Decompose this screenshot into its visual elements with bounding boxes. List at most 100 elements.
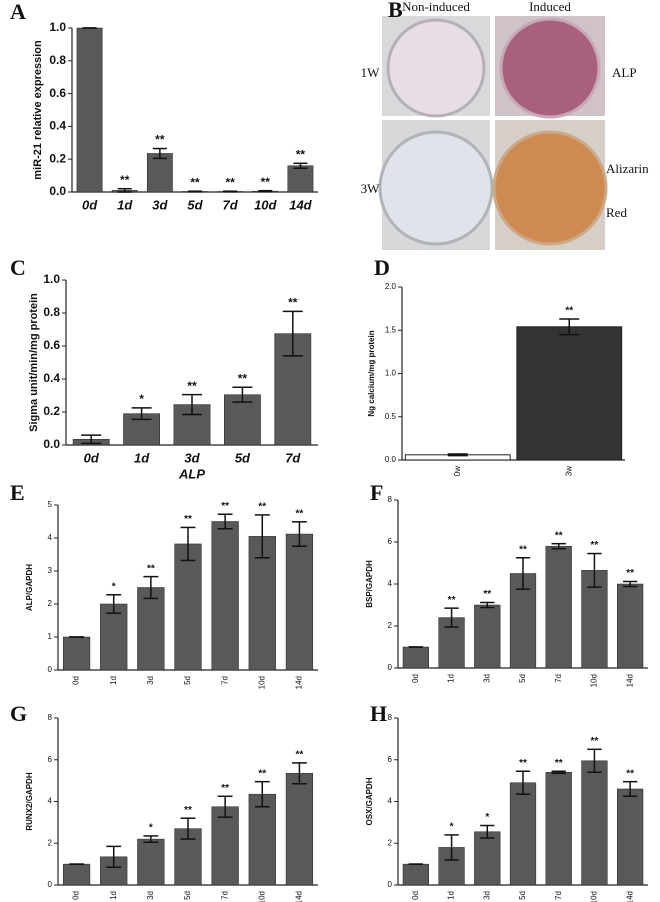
significance: ** — [120, 173, 130, 187]
panel-letter: H — [370, 701, 387, 726]
well — [378, 130, 494, 246]
y-axis-label: RUNX2/GAPDH — [25, 772, 34, 830]
significance: ** — [221, 783, 229, 794]
y-tick-label: 4 — [48, 533, 53, 542]
y-tick-label: 8 — [388, 713, 393, 722]
y-axis-label: Sigma unit/min/mg protein — [28, 293, 40, 432]
significance: * — [112, 581, 116, 592]
significance: ** — [483, 589, 491, 600]
x-tick-label: 0w — [453, 466, 462, 476]
y-tick-label: 6 — [388, 755, 393, 764]
y-tick-label: 2 — [388, 621, 393, 630]
y-tick-label: 5 — [48, 500, 53, 509]
x-tick-label: 10d — [257, 676, 266, 689]
significance: ** — [591, 540, 599, 551]
significance: ** — [296, 750, 304, 761]
x-tick-label: 14d — [295, 891, 304, 902]
bar — [100, 603, 128, 671]
bar — [137, 587, 165, 671]
x-tick-label: 3d — [146, 891, 155, 900]
x-tick-label: 5d — [187, 197, 203, 212]
y-tick-label: 0 — [48, 665, 53, 674]
stain-label: ALP — [612, 65, 637, 80]
y-tick-label: 0 — [48, 880, 53, 889]
y-tick-label: 1.0 — [43, 272, 60, 286]
x-tick-label: 5d — [183, 676, 192, 685]
y-tick-label: 0.6 — [49, 86, 66, 100]
x-tick-label: 0d — [72, 676, 81, 685]
y-tick-label: 0.4 — [49, 119, 66, 133]
x-tick-label: 14d — [625, 891, 634, 902]
y-tick-label: 4 — [388, 797, 393, 806]
x-tick-label: 0d — [411, 674, 420, 683]
bar — [581, 760, 608, 886]
panel-letter: C — [10, 255, 26, 280]
y-tick-label: 4 — [48, 797, 53, 806]
panel-letter: A — [10, 0, 26, 24]
significance: ** — [184, 805, 192, 816]
y-tick-label: 8 — [388, 495, 393, 504]
y-axis-label: OSX/GAPDH — [365, 777, 374, 825]
significance: ** — [155, 133, 165, 147]
y-tick-label: 6 — [388, 537, 393, 546]
y-tick-label: 0.6 — [43, 338, 60, 352]
significance: ** — [190, 175, 200, 189]
y-tick-label: 1.0 — [385, 369, 397, 378]
y-tick-label: 0.2 — [43, 404, 60, 418]
y-axis-label: ALP/GAPDH — [25, 564, 34, 611]
y-tick-label: 0.2 — [49, 151, 66, 165]
x-tick-label: 14d — [625, 674, 634, 687]
bar — [248, 793, 276, 886]
y-tick-label: 1.5 — [385, 325, 397, 334]
bar — [402, 646, 429, 669]
bar — [545, 545, 572, 669]
y-tick-label: 0.0 — [385, 455, 397, 464]
x-tick-label: 1d — [134, 450, 150, 465]
bar — [211, 806, 239, 886]
significance: ** — [626, 768, 634, 779]
bar — [285, 773, 314, 886]
bar — [617, 788, 644, 886]
y-axis-label: miR-21 relative expression — [32, 40, 44, 180]
significance: ** — [591, 736, 599, 747]
bar — [137, 838, 165, 886]
x-tick-label: 5d — [183, 891, 192, 900]
bar — [174, 543, 202, 671]
significance: ** — [184, 514, 192, 525]
bar — [474, 604, 501, 669]
y-tick-label: 4 — [388, 579, 393, 588]
well — [492, 130, 608, 246]
bar — [248, 536, 276, 671]
y-tick-label: 0.4 — [43, 371, 60, 385]
significance: ** — [225, 175, 235, 189]
y-tick-label: 0.8 — [43, 305, 60, 319]
significance: ** — [555, 530, 563, 541]
y-tick-label: 3 — [48, 566, 53, 575]
x-tick-label: 3d — [152, 197, 168, 212]
significance: ** — [296, 508, 304, 519]
y-tick-label: 2 — [388, 838, 393, 847]
y-tick-label: 0.5 — [385, 412, 397, 421]
x-tick-label: 10d — [590, 674, 599, 687]
significance: ** — [238, 371, 248, 385]
significance: ** — [258, 768, 266, 779]
row-label: 1W — [361, 65, 381, 80]
bar — [224, 394, 261, 446]
x-tick-label: 0d — [82, 197, 98, 212]
column-label: Induced — [529, 0, 571, 14]
significance: ** — [258, 502, 266, 513]
panel-letter: G — [10, 701, 27, 726]
panel-letter: F — [370, 480, 383, 505]
x-tick-label: 3d — [482, 674, 491, 683]
stain-label: Alizarin — [606, 161, 649, 176]
bar — [474, 831, 501, 886]
significance: ** — [626, 568, 634, 579]
significance: ** — [187, 379, 197, 393]
y-tick-label: 2.0 — [385, 282, 397, 291]
bar — [211, 521, 239, 671]
x-tick-label: 1d — [109, 891, 118, 900]
well — [386, 18, 486, 118]
significance: ** — [448, 595, 456, 606]
significance: ** — [147, 563, 155, 574]
y-tick-label: 0.8 — [49, 53, 66, 67]
